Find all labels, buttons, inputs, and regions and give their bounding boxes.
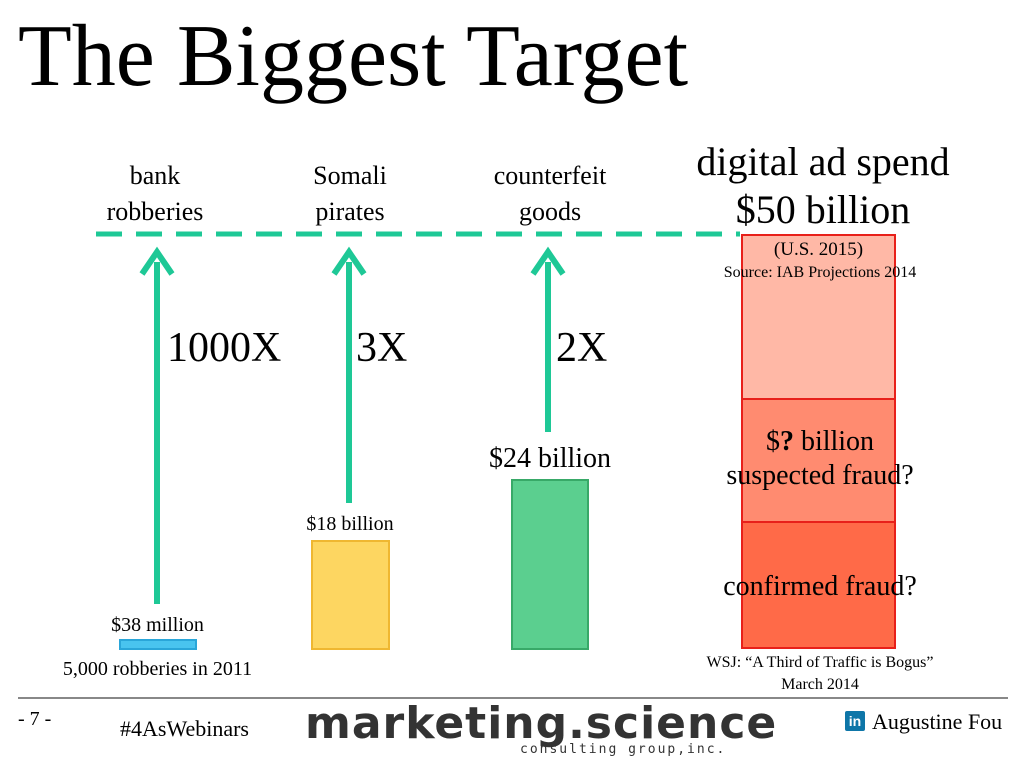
value-label-counterfeit: $24 billion xyxy=(488,443,612,474)
linkedin-icon: in xyxy=(845,711,865,731)
category-label-counterfeit: counterfeit goods xyxy=(493,161,607,226)
category-label-pirates: Somali pirates xyxy=(313,161,387,226)
footer-divider xyxy=(18,697,1008,699)
company-logo: marketing.science xyxy=(305,698,778,749)
page-number: - 7 - xyxy=(18,708,52,730)
suspected-fraud-label: $? billion suspected fraud? xyxy=(726,426,914,491)
footer-hashtag: #4AsWebinars xyxy=(120,716,249,741)
stack-segment-top xyxy=(741,234,896,400)
value-label-pirates: $18 billion xyxy=(306,513,394,535)
value-label-bank: $38 million xyxy=(111,614,204,636)
multiplier-pirates: 3X xyxy=(356,325,408,371)
bar-counterfeit-goods xyxy=(511,479,589,650)
confirmed-fraud-label: confirmed fraud? xyxy=(723,571,917,602)
stack-segment-confirmed xyxy=(741,521,896,649)
multiplier-counterfeit: 2X xyxy=(556,325,608,371)
wsj-citation-line1: WSJ: “A Third of Traffic is Bogus” xyxy=(706,654,934,671)
bar-bank-robberies xyxy=(119,639,197,650)
multiplier-bank: 1000X xyxy=(167,325,282,371)
company-logo-subtitle: consulting group,inc. xyxy=(520,742,727,757)
arrow-bank xyxy=(139,246,175,604)
category-label-digital: digital ad spend $50 billion xyxy=(696,139,950,232)
chart-canvas xyxy=(96,231,896,650)
digital-source-note: Source: IAB Projections 2014 xyxy=(723,264,917,281)
bank-robberies-note: 5,000 robberies in 2011 xyxy=(62,658,253,680)
category-label-bank: bank robberies xyxy=(106,161,204,226)
arrow-pirates xyxy=(331,246,367,503)
arrow-counterfeit xyxy=(530,246,566,432)
author-name: Augustine Fou xyxy=(872,709,1003,734)
stack-segment-suspected xyxy=(741,398,896,523)
page-title: The Biggest Target xyxy=(18,8,689,105)
digital-scope-note: (U.S. 2015) xyxy=(773,239,864,260)
wsj-citation-line2: March 2014 xyxy=(781,676,859,693)
bar-somali-pirates xyxy=(311,540,390,650)
